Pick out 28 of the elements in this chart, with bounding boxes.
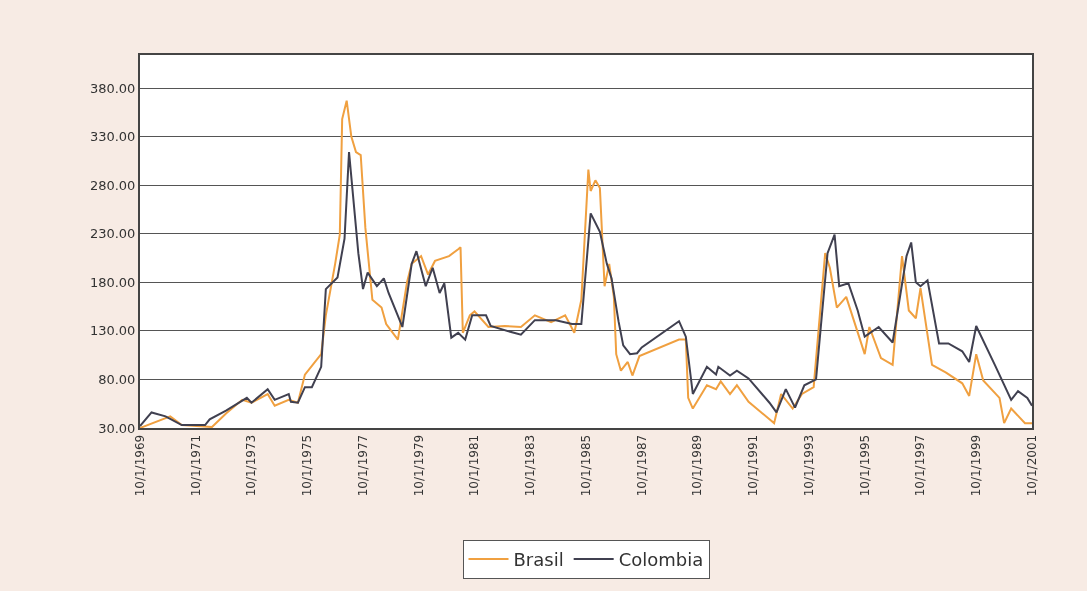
legend-label: Brasil xyxy=(513,549,564,571)
x-tick-label: 10/1/1971 xyxy=(188,434,203,497)
y-tick-label: 180.00 xyxy=(89,274,136,290)
x-tick-label: 10/1/1991 xyxy=(746,434,761,497)
x-tick-label: 10/1/1973 xyxy=(244,434,259,497)
x-tick-label: 10/1/1999 xyxy=(969,434,984,497)
x-tick-label: 10/1/1977 xyxy=(355,434,370,497)
x-tick-label: 10/1/1981 xyxy=(467,434,482,497)
x-tick-label: 10/1/2001 xyxy=(1024,434,1039,497)
x-tick-label: 10/1/1969 xyxy=(132,434,147,497)
x-tick-label: 10/1/1975 xyxy=(300,434,315,497)
x-tick-label: 10/1/1985 xyxy=(578,434,593,497)
legend-label: Colombia xyxy=(618,549,704,571)
x-tick-label: 10/1/1983 xyxy=(523,434,538,497)
y-tick-label: 330.00 xyxy=(89,129,136,145)
x-tick-label: 10/1/1997 xyxy=(913,434,928,497)
x-tick-label: 10/1/1993 xyxy=(801,434,816,497)
y-tick-label: 30.00 xyxy=(98,420,136,436)
x-tick-label: 10/1/1987 xyxy=(634,434,649,497)
y-tick-label: 230.00 xyxy=(89,226,136,242)
y-tick-label: 280.00 xyxy=(89,177,136,193)
y-tick-label: 380.00 xyxy=(89,80,136,96)
x-tick-label: 10/1/1979 xyxy=(411,434,426,497)
y-tick-label: 130.00 xyxy=(89,323,136,339)
x-tick-label: 10/1/1995 xyxy=(857,434,872,497)
line-series xyxy=(140,99,1032,428)
x-tick-label: 10/1/1989 xyxy=(690,434,705,497)
y-tick-label: 80.00 xyxy=(98,371,136,387)
